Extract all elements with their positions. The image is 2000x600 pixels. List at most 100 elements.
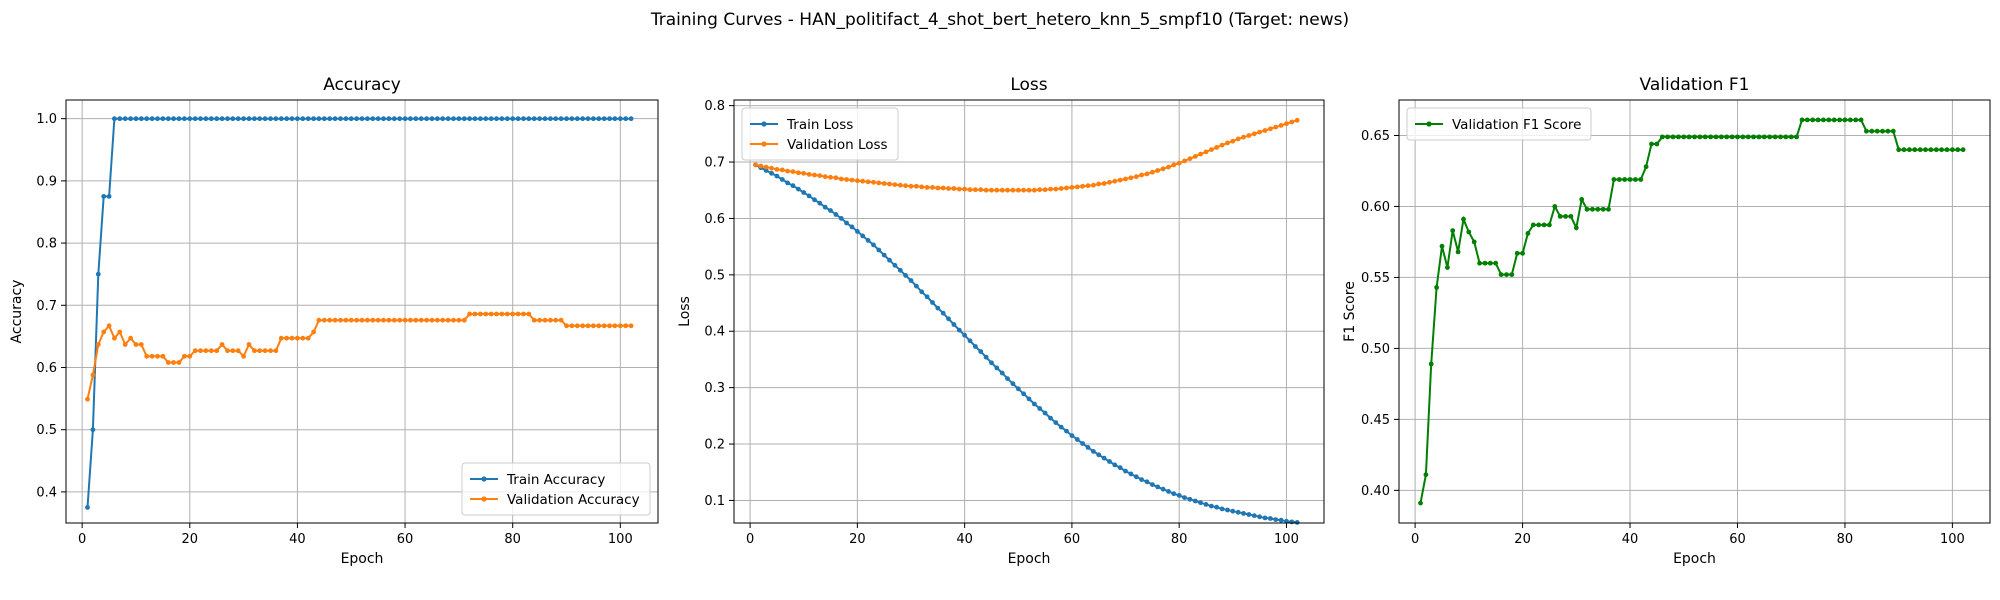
data-point — [187, 116, 193, 122]
data-point — [526, 116, 532, 122]
x-tick-label: 60 — [397, 532, 414, 547]
legend-marker — [481, 476, 487, 482]
data-point — [526, 311, 532, 317]
data-point — [1235, 509, 1241, 515]
data-point — [1557, 214, 1563, 219]
data-point — [1209, 503, 1214, 509]
legend-label: Train Accuracy — [506, 472, 605, 488]
data-point — [397, 116, 403, 122]
data-point — [1530, 222, 1536, 228]
data-point — [1477, 260, 1482, 266]
data-point — [1778, 134, 1783, 140]
data-point — [1192, 498, 1198, 504]
data-point — [806, 172, 812, 177]
data-point — [779, 177, 785, 182]
data-point — [930, 300, 935, 305]
figure-suptitle: Training Curves - HAN_politifact_4_shot_… — [650, 10, 1349, 30]
data-point — [951, 322, 957, 327]
data-point — [1080, 183, 1085, 189]
data-point — [461, 116, 467, 122]
data-point — [300, 335, 306, 341]
data-point — [1219, 506, 1225, 512]
data-point — [1590, 206, 1595, 212]
data-point — [1058, 424, 1064, 430]
data-point — [257, 348, 263, 354]
data-point — [117, 329, 123, 335]
data-point — [1520, 250, 1525, 256]
data-point — [1198, 500, 1203, 506]
data-point — [1294, 520, 1300, 525]
data-point — [1568, 214, 1574, 219]
data-point — [887, 257, 892, 263]
y-tick-label: 0.45 — [1361, 413, 1390, 428]
y-tick-label: 0.6 — [704, 212, 725, 227]
data-point — [1697, 134, 1703, 140]
data-point — [311, 116, 316, 122]
data-point — [472, 116, 478, 122]
x-tick-label: 100 — [1940, 532, 1965, 547]
data-point — [1831, 117, 1837, 123]
data-point — [1230, 508, 1236, 514]
data-point — [273, 116, 279, 122]
data-point — [994, 187, 1000, 193]
data-point — [1278, 123, 1284, 128]
data-point — [1085, 183, 1091, 189]
data-point — [967, 187, 973, 193]
data-point — [402, 317, 408, 323]
data-point — [1155, 484, 1161, 490]
data-point — [85, 505, 90, 510]
data-point — [628, 116, 634, 122]
data-point — [424, 116, 429, 122]
data-point — [919, 184, 925, 190]
data-point — [1869, 128, 1875, 134]
data-point — [521, 116, 526, 122]
data-point — [1117, 177, 1123, 183]
y-axis-label: F1 Score — [1342, 281, 1358, 342]
data-point — [1289, 119, 1295, 125]
data-point — [1042, 410, 1048, 416]
data-point — [1600, 206, 1606, 212]
data-point — [1091, 182, 1096, 188]
data-point — [1209, 147, 1214, 153]
x-tick-label: 0 — [746, 532, 754, 547]
data-point — [1788, 134, 1794, 140]
data-point — [278, 335, 284, 341]
data-point — [1074, 184, 1080, 190]
x-tick-label: 20 — [849, 532, 866, 547]
y-tick-label: 0.8 — [704, 99, 725, 114]
data-point — [1139, 172, 1144, 178]
plot-frame — [65, 99, 659, 524]
data-point — [999, 187, 1005, 193]
data-point — [1638, 177, 1644, 182]
data-point — [1214, 145, 1220, 150]
data-point — [1010, 381, 1016, 387]
data-point — [208, 348, 214, 354]
legend-label: Train Loss — [786, 117, 853, 133]
data-point — [1005, 376, 1010, 381]
data-point — [914, 283, 919, 289]
data-point — [160, 353, 166, 359]
data-point — [1026, 396, 1032, 402]
data-point — [268, 116, 273, 122]
data-point — [1595, 206, 1601, 212]
data-point — [876, 180, 882, 186]
data-point — [391, 116, 397, 122]
data-point — [763, 164, 769, 170]
x-tick-label: 60 — [1064, 532, 1081, 547]
data-point — [445, 317, 451, 323]
data-point — [817, 200, 823, 206]
data-point — [1917, 147, 1923, 153]
data-point — [241, 353, 247, 359]
data-point — [585, 116, 591, 122]
panel-title: Accuracy — [323, 75, 401, 95]
data-point — [1826, 117, 1832, 123]
data-point — [434, 116, 440, 122]
x-tick-label: 80 — [504, 532, 521, 547]
data-point — [1160, 486, 1166, 492]
data-point — [225, 348, 230, 354]
data-point — [128, 335, 134, 341]
data-point — [785, 168, 790, 174]
data-point — [1547, 222, 1552, 228]
data-point — [85, 396, 90, 402]
data-point — [612, 116, 618, 122]
